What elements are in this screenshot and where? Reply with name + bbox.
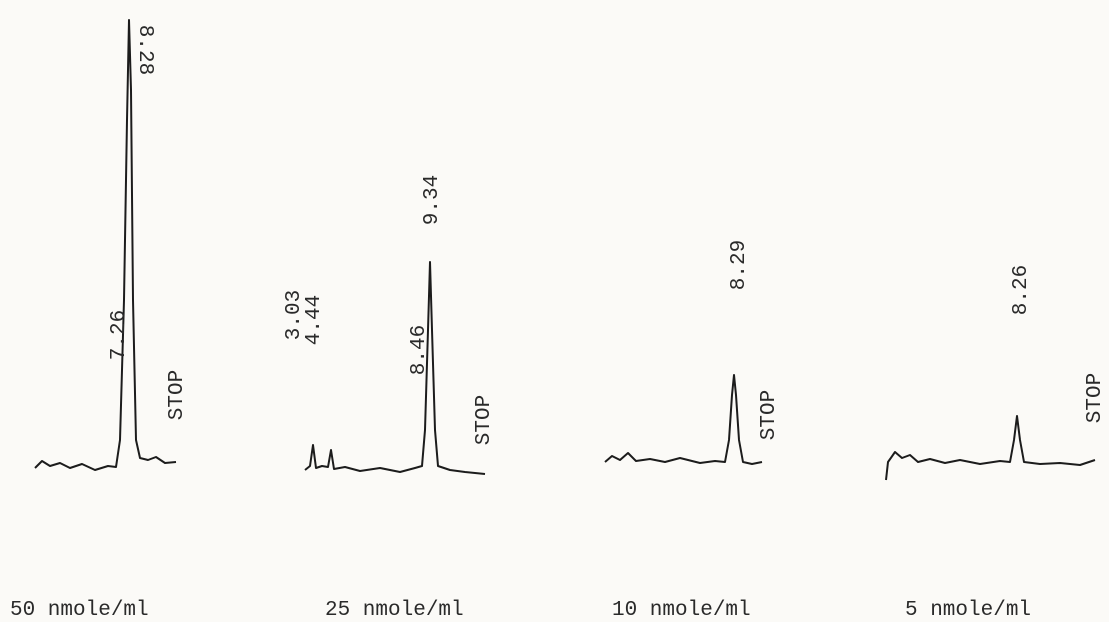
peak-label: 8.26 (1010, 265, 1033, 315)
stop-label: STOP (166, 370, 189, 420)
panel: 8.29 STOP 10 nmole/ml (605, 240, 781, 622)
caption: 50 nmole/ml (10, 599, 149, 622)
peak-label: 8.28 (133, 25, 156, 75)
panel: 3.03 4.44 8.46 9.34 STOP 25 nmole/ml (283, 175, 496, 622)
caption: 5 nmole/ml (905, 599, 1031, 622)
peak-label: 7.26 (108, 310, 131, 360)
page: 8.28 7.26 STOP 50 nmole/ml 3.03 4.44 8.4… (0, 0, 1109, 622)
trace (886, 416, 1095, 480)
trace (605, 375, 762, 464)
stop-label: STOP (473, 395, 496, 445)
peak-label: 9.34 (421, 175, 444, 225)
stop-label: STOP (758, 390, 781, 440)
peak-label: 4.44 (303, 295, 326, 345)
chromatogram-figure: 8.28 7.26 STOP 50 nmole/ml 3.03 4.44 8.4… (0, 0, 1109, 622)
trace (35, 20, 176, 470)
peak-label: 8.29 (728, 240, 751, 290)
trace (305, 262, 485, 474)
panel: 8.26 STOP 5 nmole/ml (886, 265, 1107, 622)
caption: 25 nmole/ml (325, 599, 464, 622)
stop-label: STOP (1084, 373, 1107, 423)
peak-label: 8.46 (408, 325, 431, 375)
caption: 10 nmole/ml (612, 599, 751, 622)
panel: 8.28 7.26 STOP 50 nmole/ml (10, 20, 189, 622)
